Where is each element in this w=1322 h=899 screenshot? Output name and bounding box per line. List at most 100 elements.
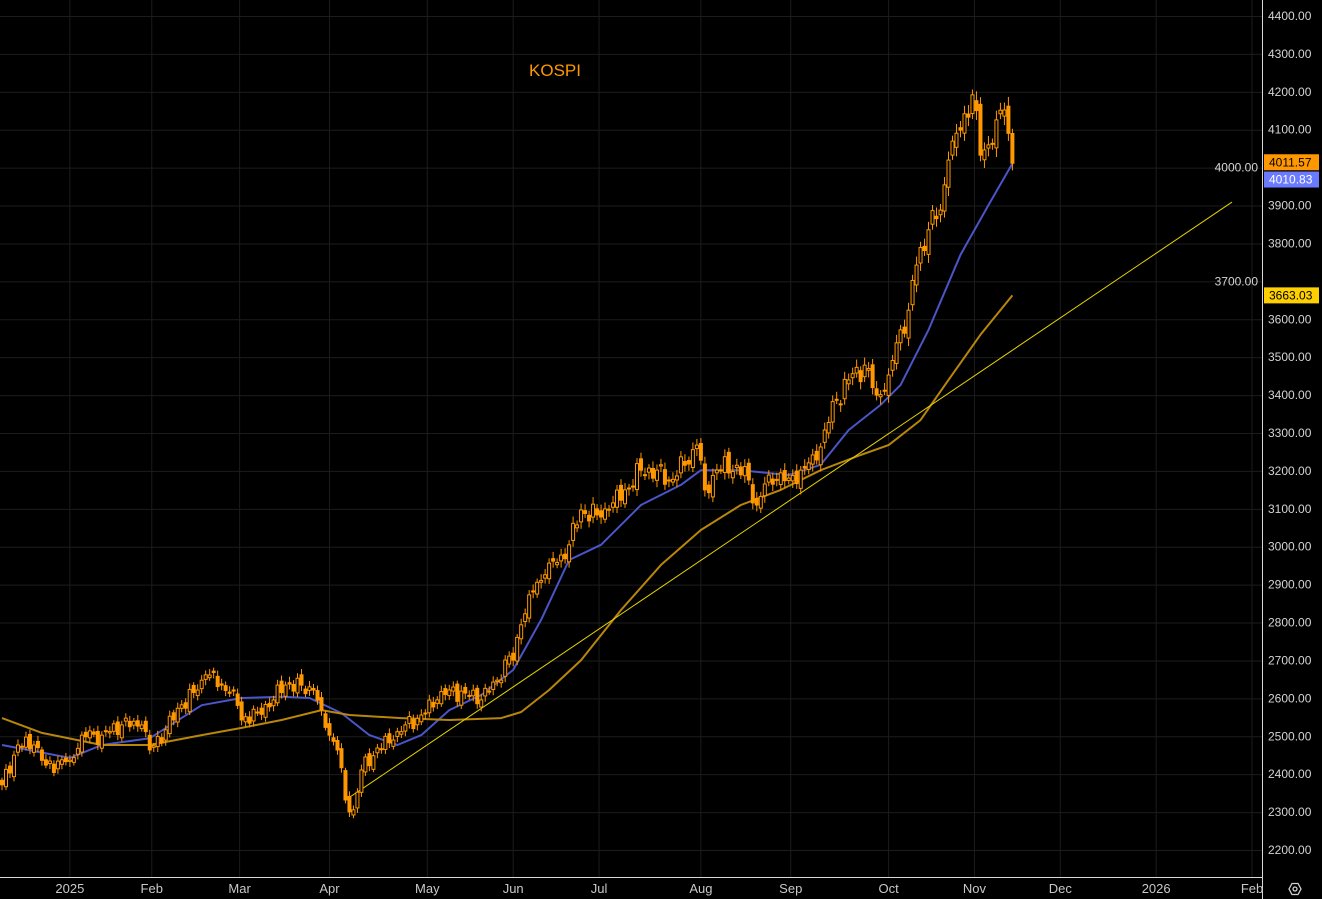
last-price-badge: 4011.57 bbox=[1269, 155, 1312, 169]
candle-body-down bbox=[215, 675, 220, 688]
candle-body-up bbox=[3, 768, 8, 788]
y-tick-label: 3500.00 bbox=[1268, 350, 1312, 364]
candle-body-down bbox=[231, 689, 236, 692]
candle bbox=[0, 777, 4, 791]
candle-body-up bbox=[75, 747, 80, 755]
time-axis[interactable]: 2025 Feb Mar Apr May Jun Jul Aug Sep Oct Nov Dec 202… bbox=[55, 881, 1263, 896]
candle bbox=[982, 142, 987, 169]
y-tick-label: 2200.00 bbox=[1268, 843, 1312, 857]
candle bbox=[938, 203, 943, 223]
candle-body-up bbox=[391, 739, 396, 747]
candle bbox=[527, 589, 532, 623]
y-tick-label: 3600.00 bbox=[1268, 312, 1312, 326]
candle bbox=[714, 463, 719, 480]
candle-body-up bbox=[994, 119, 999, 149]
candle-body-up bbox=[203, 674, 208, 680]
candle bbox=[958, 120, 963, 138]
candle-body-up bbox=[778, 472, 783, 486]
candle-body-up bbox=[399, 731, 404, 735]
candle-body-down bbox=[682, 460, 687, 466]
candle-body-down bbox=[802, 465, 807, 469]
candle-body-up bbox=[942, 184, 947, 212]
candle bbox=[962, 105, 967, 141]
candle-body-up bbox=[275, 684, 280, 704]
candle-body-up bbox=[630, 485, 635, 488]
candle bbox=[798, 466, 803, 495]
candle bbox=[950, 135, 955, 160]
candle bbox=[1010, 128, 1015, 171]
candle-body-up bbox=[898, 329, 903, 344]
candle bbox=[670, 472, 675, 486]
candle-body-down bbox=[638, 458, 643, 471]
candle-body-down bbox=[339, 748, 344, 769]
candle bbox=[946, 151, 951, 197]
candle-body-down bbox=[239, 701, 244, 721]
candle-body-up bbox=[283, 684, 288, 697]
candle-body-up bbox=[930, 210, 935, 225]
candle bbox=[263, 700, 268, 722]
candle-body-up bbox=[567, 544, 572, 563]
candle-body-up bbox=[758, 495, 763, 509]
candle bbox=[619, 479, 624, 507]
candle-body-up bbox=[47, 760, 52, 765]
candle bbox=[299, 669, 304, 692]
candle bbox=[131, 718, 136, 730]
candle bbox=[1002, 102, 1007, 126]
candle bbox=[335, 736, 340, 755]
candle bbox=[199, 675, 204, 694]
candle-body-up bbox=[163, 729, 168, 741]
candle-body-up bbox=[838, 403, 843, 406]
candle bbox=[678, 451, 683, 479]
candle bbox=[187, 683, 192, 716]
price-axis[interactable]: 4400.00 4300.00 4200.00 4100.00 4000.00 3900.… bbox=[1215, 9, 1312, 857]
candle bbox=[295, 673, 300, 698]
candle bbox=[642, 467, 647, 481]
settings-hexagon-icon[interactable] bbox=[1288, 882, 1302, 896]
candle-body-up bbox=[555, 562, 560, 566]
candle-body-up bbox=[718, 469, 723, 472]
candle-body-down bbox=[343, 770, 348, 801]
candle-body-down bbox=[686, 459, 691, 465]
candle-body-up bbox=[1002, 109, 1007, 117]
candle-body-up bbox=[850, 373, 855, 379]
candle bbox=[774, 472, 779, 487]
candle-body-down bbox=[259, 707, 264, 715]
candle-body-down bbox=[770, 478, 775, 485]
candle bbox=[838, 399, 843, 412]
candle bbox=[423, 709, 428, 719]
candle-body-up bbox=[123, 717, 128, 722]
candle-body-down bbox=[726, 451, 731, 474]
candle bbox=[750, 478, 755, 510]
candle-body-up bbox=[611, 502, 616, 508]
candle-body-down bbox=[858, 370, 863, 383]
y-tick-label: 3900.00 bbox=[1268, 199, 1312, 213]
candle bbox=[451, 681, 456, 697]
candle-body-up bbox=[694, 444, 699, 450]
candle bbox=[882, 382, 887, 396]
ma-long-badge-bg bbox=[1264, 287, 1319, 304]
candle bbox=[71, 753, 76, 766]
candle-body-down bbox=[774, 478, 779, 481]
y-tick-label: 3300.00 bbox=[1268, 426, 1312, 440]
candle bbox=[698, 437, 703, 465]
candle bbox=[810, 448, 815, 472]
candle bbox=[790, 469, 795, 489]
candle-body-up bbox=[535, 581, 540, 595]
candle-body-up bbox=[295, 677, 300, 694]
candle bbox=[103, 725, 108, 737]
candle-body-down bbox=[642, 474, 647, 477]
candle bbox=[455, 680, 460, 707]
x-tick-label: Apr bbox=[319, 881, 340, 896]
candle bbox=[439, 685, 444, 707]
candle bbox=[307, 680, 312, 697]
candle bbox=[191, 682, 196, 699]
y-tick-label: 2900.00 bbox=[1268, 578, 1312, 592]
candle-body-up bbox=[499, 679, 504, 684]
candle bbox=[806, 457, 811, 475]
candle bbox=[395, 727, 400, 743]
candle bbox=[123, 713, 128, 727]
candle-body-up bbox=[11, 754, 16, 778]
x-tick-label: Mar bbox=[228, 881, 251, 896]
candle bbox=[571, 516, 576, 547]
